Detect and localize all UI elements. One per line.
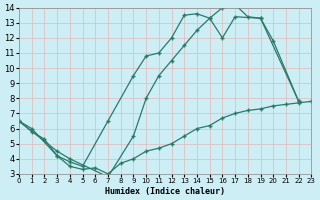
X-axis label: Humidex (Indice chaleur): Humidex (Indice chaleur) [105,187,225,196]
